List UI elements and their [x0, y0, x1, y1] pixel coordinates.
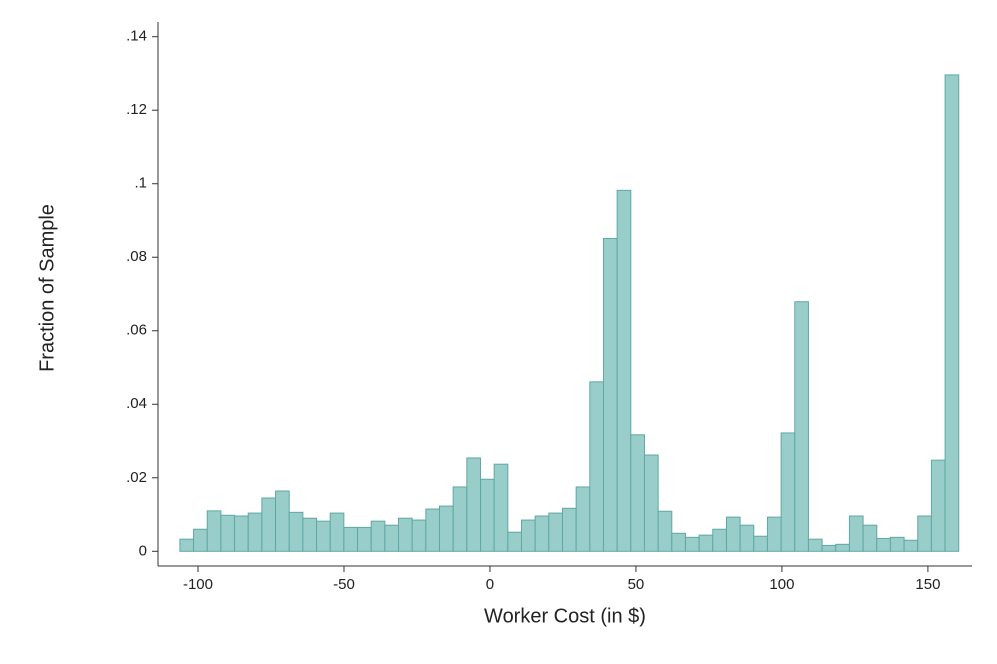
bar — [602, 237, 618, 552]
y-tick-label: .04 — [126, 395, 147, 412]
bar — [357, 526, 372, 552]
bar — [247, 512, 263, 552]
y-tick-label: .12 — [126, 101, 147, 118]
bar — [794, 301, 809, 552]
bar — [862, 524, 878, 552]
bar — [384, 524, 400, 552]
bar — [452, 486, 468, 552]
y-tick-label: .14 — [126, 28, 147, 45]
bar — [903, 539, 919, 552]
bar — [616, 189, 632, 552]
bar — [917, 515, 932, 552]
bar — [234, 515, 249, 552]
bar — [876, 537, 891, 552]
bar — [944, 74, 960, 552]
bar — [493, 463, 509, 552]
bar — [684, 536, 700, 552]
bar — [466, 457, 482, 552]
bar — [370, 520, 386, 552]
y-tick-label: .06 — [126, 322, 147, 339]
bar — [725, 516, 741, 552]
bar — [766, 516, 782, 552]
bar — [507, 531, 522, 552]
x-tick-label: 50 — [628, 576, 645, 593]
bar — [480, 478, 495, 552]
bar — [753, 535, 768, 552]
bar — [821, 544, 837, 552]
x-axis-title: Worker Cost (in $) — [484, 605, 646, 627]
x-tick-label: -100 — [183, 576, 213, 593]
bar — [288, 511, 304, 552]
bar — [179, 538, 195, 552]
bar — [329, 512, 345, 552]
y-tick-label: .08 — [126, 248, 147, 265]
bar — [316, 520, 331, 552]
bar — [548, 512, 563, 552]
bar — [589, 381, 604, 552]
x-tick-label: 100 — [769, 576, 794, 593]
bar — [275, 490, 290, 552]
bar — [193, 528, 208, 552]
y-tick-label: .1 — [134, 175, 147, 192]
bar — [671, 532, 686, 552]
bar — [411, 519, 427, 552]
bar — [643, 454, 659, 552]
bar — [575, 486, 591, 552]
x-tick-label: -50 — [333, 576, 355, 593]
x-tick-label: 0 — [486, 576, 494, 593]
bar — [534, 515, 550, 552]
bar — [889, 536, 905, 552]
x-tick-label: 150 — [915, 576, 940, 593]
bar — [425, 508, 441, 552]
bar — [698, 534, 714, 552]
bar — [206, 510, 222, 552]
bar — [398, 517, 413, 552]
bar — [835, 543, 850, 552]
bar — [739, 524, 755, 552]
bar — [220, 514, 236, 552]
bar — [780, 432, 796, 552]
y-tick-label: 0 — [139, 542, 147, 559]
bar — [439, 505, 454, 552]
y-axis-title: Fraction of Sample — [36, 204, 58, 372]
bar — [343, 526, 359, 552]
y-tick-label: .02 — [126, 469, 147, 486]
bar — [520, 519, 536, 552]
bar — [561, 507, 577, 552]
bar — [712, 528, 727, 552]
bar — [657, 510, 673, 552]
bar — [630, 434, 645, 552]
bar — [302, 517, 318, 552]
bar — [261, 497, 277, 552]
bar — [930, 459, 946, 552]
bar — [807, 538, 823, 552]
bar — [848, 515, 864, 552]
